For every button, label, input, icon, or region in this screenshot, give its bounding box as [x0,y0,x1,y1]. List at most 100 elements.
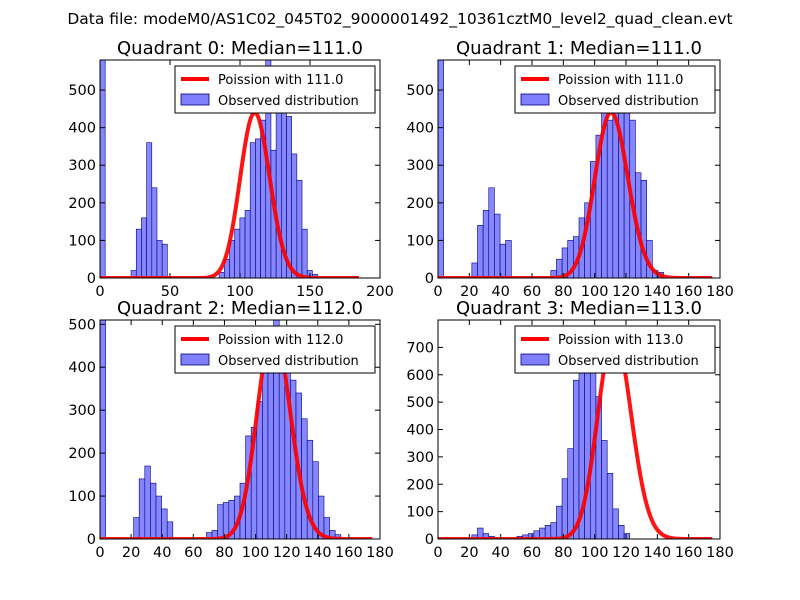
histogram-bar [561,478,569,539]
x-tick-label: 0 [433,284,442,300]
x-tick-label: 40 [491,545,509,561]
x-tick-label: 120 [273,545,301,561]
y-tick-label: 0 [425,532,434,548]
y-tick-label: 500 [68,83,96,99]
histogram-bar [100,320,106,539]
legend-observed-swatch [520,93,550,106]
x-tick-label: 140 [643,284,671,300]
x-tick-label: 100 [581,545,609,561]
x-tick-label: 80 [554,284,572,300]
histogram-bar [323,517,330,539]
x-tick-label: 60 [523,284,541,300]
histogram-bar [156,240,163,278]
legend: Poission with 111.0 Observed distribution [514,65,716,114]
histogram-bar [601,440,608,539]
legend: Poission with 111.0 Observed distribution [174,65,376,114]
x-tick-label: 180 [706,545,734,561]
x-tick-label: 60 [184,545,202,561]
histogram-bar [275,86,282,278]
x-tick-label: 100 [581,284,609,300]
legend-observed-label: Observed distribution [218,94,359,109]
x-tick-label: 20 [460,545,478,561]
x-tick-label: 160 [675,284,703,300]
poisson-curve [438,331,713,539]
subplot-title: Quadrant 1: Median=111.0 [456,38,702,59]
histogram-bar [138,478,146,539]
quadrant-0-chart: Quadrant 0: Median=111.0 0 50 100 150 200 0 100… [68,38,394,300]
histogram-bar [166,521,174,539]
histogram-bar [471,262,478,278]
x-tick-label: 200 [366,284,394,300]
histogram-bar [612,508,619,539]
legend-observed-swatch [180,353,210,366]
histogram-bar [151,187,158,278]
y-tick-label: 700 [406,340,434,356]
histogram-bar [573,379,580,539]
histogram-bar [482,210,490,278]
poisson-curve [438,110,713,278]
histogram-bar [296,179,303,278]
histogram-bar [239,217,246,278]
histogram-bar [291,153,298,278]
y-tick-label: 300 [406,450,434,466]
histogram-bar [623,533,631,539]
histogram-bar [477,225,484,278]
x-tick-label: 120 [612,284,640,300]
quadrant-2-chart: Quadrant 2: Median=112.00 20 40 60 80 100 120 1… [68,298,394,561]
y-tick-label: 300 [68,158,96,174]
legend-observed-swatch [180,93,210,106]
histogram-bar [155,495,162,539]
histogram-bar [217,504,224,539]
figure-title: Data file: modeM0/AS1C02_045T02_90000014… [67,10,732,29]
x-tick-label: 80 [554,545,572,561]
x-tick-label: 60 [523,545,541,561]
histogram-bar [100,60,106,278]
y-tick-label: 400 [406,423,434,439]
x-tick-label: 0 [95,284,104,300]
y-tick-label: 0 [87,271,96,287]
y-tick-label: 100 [68,489,96,505]
x-tick-label: 140 [304,545,332,561]
y-tick-label: 300 [68,403,96,419]
y-tick-label: 500 [406,395,434,411]
histogram-bar [144,465,151,539]
x-tick-label: 120 [612,545,640,561]
histogram-bar [505,240,512,278]
histogram-bar [438,60,444,278]
x-tick-label: 0 [433,545,442,561]
histogram-bar [146,142,153,278]
histogram-bar [499,243,506,278]
x-tick-label: 40 [153,545,171,561]
histogram-bar [606,472,614,539]
legend-poisson-label: Poission with 112.0 [218,333,343,348]
y-tick-label: 400 [68,360,96,376]
x-tick-label: 50 [161,284,179,300]
x-tick-label: 140 [643,545,671,561]
y-tick-label: 200 [68,196,96,212]
legend-poisson-label: Poission with 111.0 [218,73,343,88]
histogram-bar [488,187,495,278]
histogram-bar [244,210,251,278]
x-tick-label: 40 [491,284,509,300]
y-tick-label: 500 [406,83,434,99]
histogram-bar [262,354,269,539]
legend-observed-swatch [520,353,550,366]
legend-observed-label: Observed distribution [558,94,699,109]
x-tick-label: 100 [242,545,270,561]
y-tick-label: 400 [406,121,434,137]
y-tick-label: 200 [406,477,434,493]
x-tick-label: 80 [215,545,233,561]
legend: Poission with 113.0 Observed distribution [514,325,716,374]
histogram-bar [286,116,292,278]
x-tick-label: 0 [95,545,104,561]
plot-frame [99,319,381,540]
subplot-title: Quadrant 2: Median=112.0 [117,298,363,319]
y-tick-label: 200 [406,196,434,212]
y-tick-label: 500 [68,317,96,333]
histogram-bar [556,505,563,539]
plot-frame [437,59,721,279]
y-tick-label: 600 [406,368,434,384]
histogram-bar [234,228,241,278]
histogram-bar [133,517,140,539]
